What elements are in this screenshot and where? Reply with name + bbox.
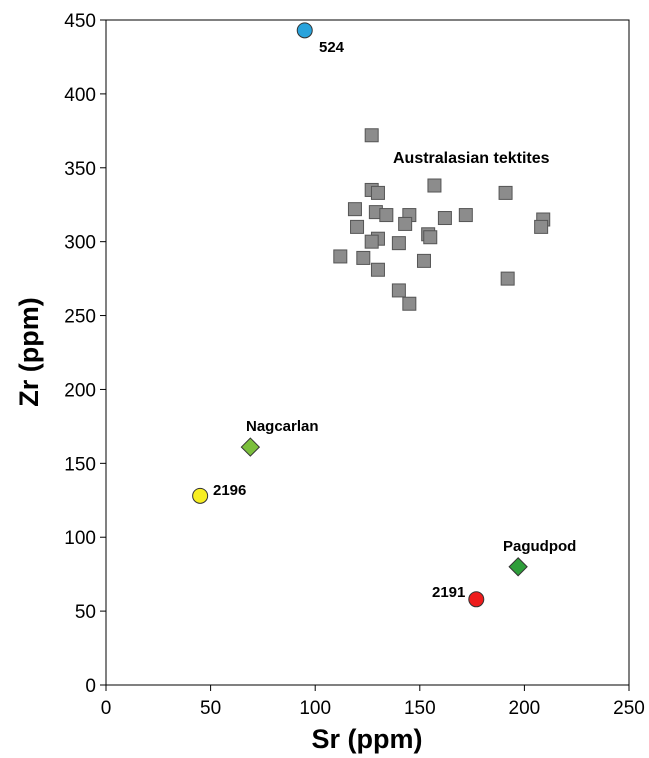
circle-marker bbox=[192, 487, 209, 504]
y-tick-label: 250 bbox=[64, 307, 96, 328]
label-australasian-tektites: Australasian tektites bbox=[393, 150, 550, 167]
tektite-square-marker bbox=[356, 250, 371, 265]
x-axis-title: Sr (ppm) bbox=[312, 724, 423, 754]
label-2196: 2196 bbox=[213, 482, 246, 499]
tektite-square-marker bbox=[347, 202, 362, 217]
diamond-marker bbox=[508, 557, 528, 577]
tektite-square-marker bbox=[427, 178, 442, 193]
y-axis-title: Zr (ppm) bbox=[14, 297, 44, 406]
x-tick-label: 250 bbox=[613, 698, 645, 719]
y-tick-label: 50 bbox=[75, 602, 96, 623]
diamond-marker bbox=[240, 437, 261, 457]
tektite-square-marker bbox=[350, 219, 365, 234]
tektite-square-marker bbox=[333, 249, 348, 264]
y-tick-label: 350 bbox=[64, 159, 96, 180]
plot-frame bbox=[105, 19, 630, 686]
tektite-square-marker bbox=[458, 208, 473, 223]
label-524: 524 bbox=[319, 39, 345, 56]
axis-ticks: 0 50 100 150 200 250 0 50 100 150 200 250 300 350 400 4… bbox=[64, 11, 645, 719]
y-tick-label: 300 bbox=[64, 233, 96, 254]
data-points bbox=[192, 22, 551, 608]
tektite-square-marker bbox=[370, 262, 385, 277]
tektite-square-marker bbox=[370, 185, 385, 200]
tektite-square-marker bbox=[498, 185, 513, 200]
tektite-square-marker bbox=[364, 234, 379, 249]
x-tick-label: 200 bbox=[509, 698, 541, 719]
y-tick-label: 150 bbox=[64, 454, 96, 475]
x-tick-label: 50 bbox=[200, 698, 221, 719]
circle-marker bbox=[296, 22, 313, 39]
y-tick-label: 100 bbox=[64, 528, 96, 549]
y-tick-label: 450 bbox=[64, 11, 96, 32]
label-2191: 2191 bbox=[432, 584, 465, 601]
x-tick-label: 100 bbox=[299, 698, 331, 719]
x-tick-label: 150 bbox=[404, 698, 436, 719]
y-tick-label: 400 bbox=[64, 85, 96, 106]
tektite-square-marker bbox=[364, 128, 379, 143]
tektite-square-marker bbox=[416, 253, 431, 268]
x-tick-label: 0 bbox=[101, 698, 112, 719]
label-pagudpod: Pagudpod bbox=[503, 538, 576, 555]
tektite-square-marker bbox=[398, 216, 413, 231]
tektite-square-marker bbox=[437, 211, 452, 226]
y-tick-label: 200 bbox=[64, 380, 96, 401]
tektite-square-marker bbox=[534, 219, 549, 234]
label-nagcarlan: Nagcarlan bbox=[246, 418, 319, 435]
tektite-square-marker bbox=[391, 283, 406, 298]
tektite-square-marker bbox=[500, 271, 515, 286]
tektite-square-marker bbox=[402, 296, 417, 311]
tektite-square-marker bbox=[423, 230, 438, 245]
tektite-square-marker bbox=[379, 208, 394, 223]
tektite-square-marker bbox=[391, 236, 406, 251]
point-labels: Australasian tektites 524 Nagcarlan 2196… bbox=[213, 39, 576, 601]
circle-marker bbox=[468, 591, 485, 608]
y-tick-label: 0 bbox=[85, 676, 96, 697]
